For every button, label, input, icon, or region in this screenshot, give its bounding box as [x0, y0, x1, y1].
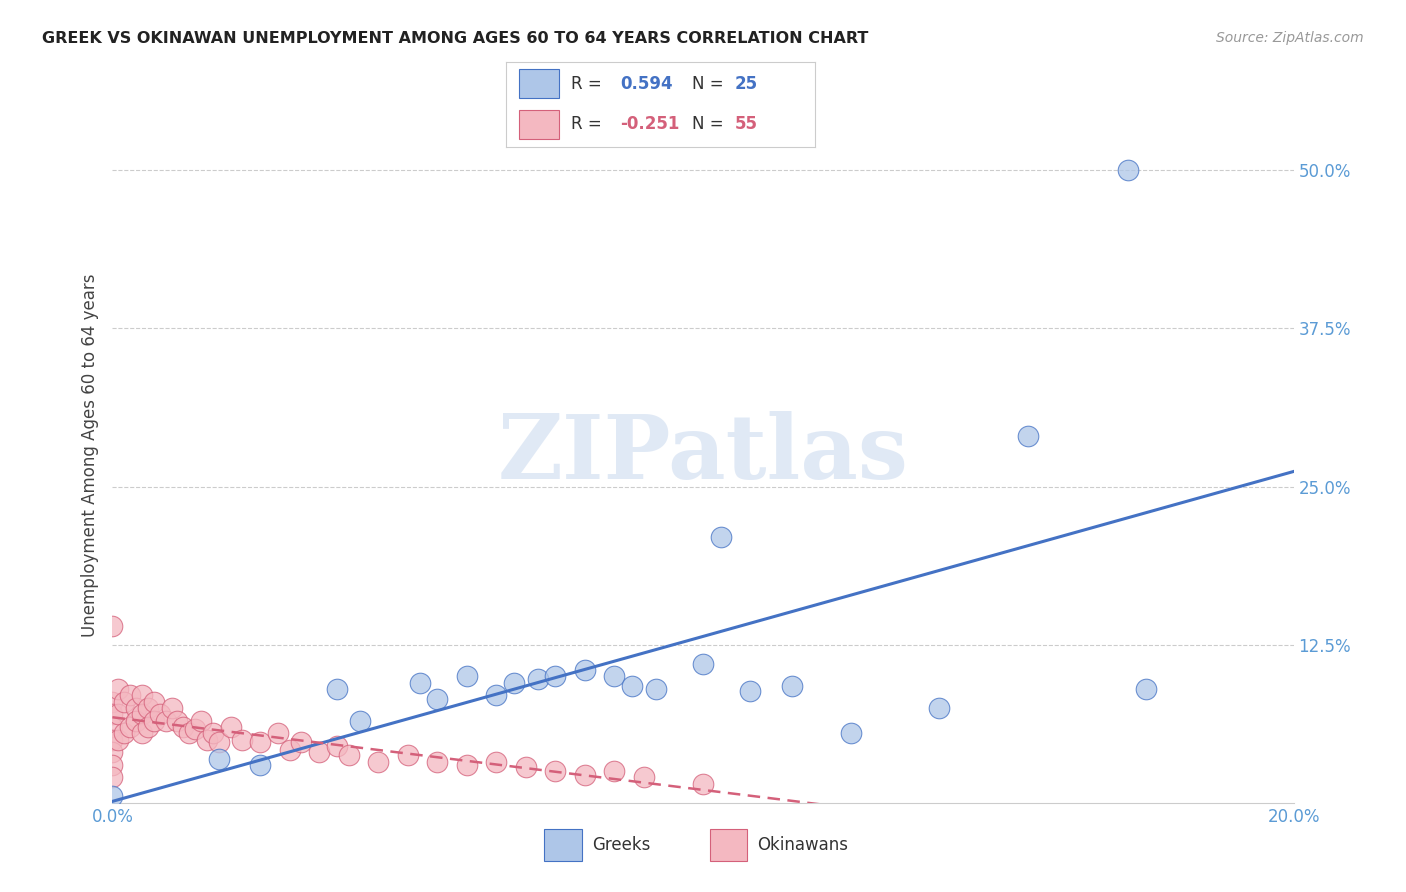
- Point: [107, 707, 129, 722]
- Point: [172, 720, 194, 734]
- Text: N =: N =: [692, 75, 728, 93]
- Point: [101, 789, 124, 804]
- Point: [740, 684, 762, 698]
- Point: [515, 760, 537, 774]
- Text: Okinawans: Okinawans: [756, 836, 848, 855]
- Point: [125, 714, 148, 728]
- Point: [190, 714, 212, 728]
- Point: [710, 530, 733, 544]
- Point: [692, 657, 714, 671]
- Point: [349, 714, 371, 728]
- Point: [544, 764, 567, 779]
- Point: [485, 756, 508, 770]
- Point: [337, 747, 360, 762]
- Point: [195, 732, 218, 747]
- Point: [208, 751, 231, 765]
- Point: [101, 757, 124, 772]
- Point: [267, 726, 290, 740]
- Point: [101, 732, 124, 747]
- Point: [396, 747, 419, 762]
- Text: Greeks: Greeks: [592, 836, 650, 855]
- Text: -0.251: -0.251: [620, 115, 681, 133]
- Point: [219, 720, 242, 734]
- Point: [136, 701, 159, 715]
- Bar: [519, 70, 558, 98]
- Point: [544, 669, 567, 683]
- Text: 55: 55: [735, 115, 758, 133]
- Point: [120, 720, 142, 734]
- Point: [149, 707, 172, 722]
- Point: [249, 735, 271, 749]
- Point: [1017, 429, 1039, 443]
- Point: [208, 735, 231, 749]
- Point: [485, 688, 508, 702]
- Point: [426, 692, 449, 706]
- Point: [426, 756, 449, 770]
- Point: [201, 726, 224, 740]
- Point: [928, 701, 950, 715]
- Point: [526, 672, 548, 686]
- Point: [155, 714, 177, 728]
- Text: GREEK VS OKINAWAN UNEMPLOYMENT AMONG AGES 60 TO 64 YEARS CORRELATION CHART: GREEK VS OKINAWAN UNEMPLOYMENT AMONG AGE…: [42, 31, 869, 46]
- Text: R =: R =: [571, 115, 607, 133]
- Point: [574, 663, 596, 677]
- Point: [120, 688, 142, 702]
- Point: [249, 757, 271, 772]
- Text: ZIPatlas: ZIPatlas: [498, 411, 908, 499]
- Point: [131, 688, 153, 702]
- Point: [621, 680, 644, 694]
- Point: [1116, 163, 1139, 178]
- Point: [644, 681, 666, 696]
- Point: [231, 732, 253, 747]
- Point: [633, 771, 655, 785]
- Point: [326, 681, 349, 696]
- Point: [603, 669, 626, 683]
- Point: [184, 723, 207, 737]
- Y-axis label: Unemployment Among Ages 60 to 64 years: Unemployment Among Ages 60 to 64 years: [80, 273, 98, 637]
- Point: [408, 675, 430, 690]
- Point: [367, 756, 389, 770]
- Point: [603, 764, 626, 779]
- Point: [101, 720, 124, 734]
- Point: [290, 735, 312, 749]
- Point: [142, 695, 165, 709]
- Point: [136, 720, 159, 734]
- Point: [326, 739, 349, 753]
- Point: [101, 771, 124, 785]
- Point: [112, 726, 135, 740]
- Bar: [544, 830, 582, 861]
- Point: [160, 701, 183, 715]
- Point: [692, 777, 714, 791]
- Point: [125, 701, 148, 715]
- Point: [107, 732, 129, 747]
- Text: R =: R =: [571, 75, 607, 93]
- Bar: [519, 110, 558, 139]
- Point: [308, 745, 330, 759]
- Point: [101, 618, 124, 632]
- Point: [456, 669, 478, 683]
- Text: 0.594: 0.594: [620, 75, 673, 93]
- Bar: [710, 830, 747, 861]
- Point: [278, 742, 301, 756]
- Point: [107, 681, 129, 696]
- Point: [839, 726, 862, 740]
- Point: [179, 726, 201, 740]
- Point: [101, 745, 124, 759]
- Point: [131, 707, 153, 722]
- Point: [1135, 681, 1157, 696]
- Point: [142, 714, 165, 728]
- Point: [101, 695, 124, 709]
- Text: N =: N =: [692, 115, 728, 133]
- Point: [780, 680, 803, 694]
- Text: 25: 25: [735, 75, 758, 93]
- Text: Source: ZipAtlas.com: Source: ZipAtlas.com: [1216, 31, 1364, 45]
- Point: [574, 768, 596, 782]
- Point: [456, 757, 478, 772]
- Point: [503, 675, 526, 690]
- Point: [101, 707, 124, 722]
- Point: [112, 695, 135, 709]
- Point: [131, 726, 153, 740]
- Point: [166, 714, 188, 728]
